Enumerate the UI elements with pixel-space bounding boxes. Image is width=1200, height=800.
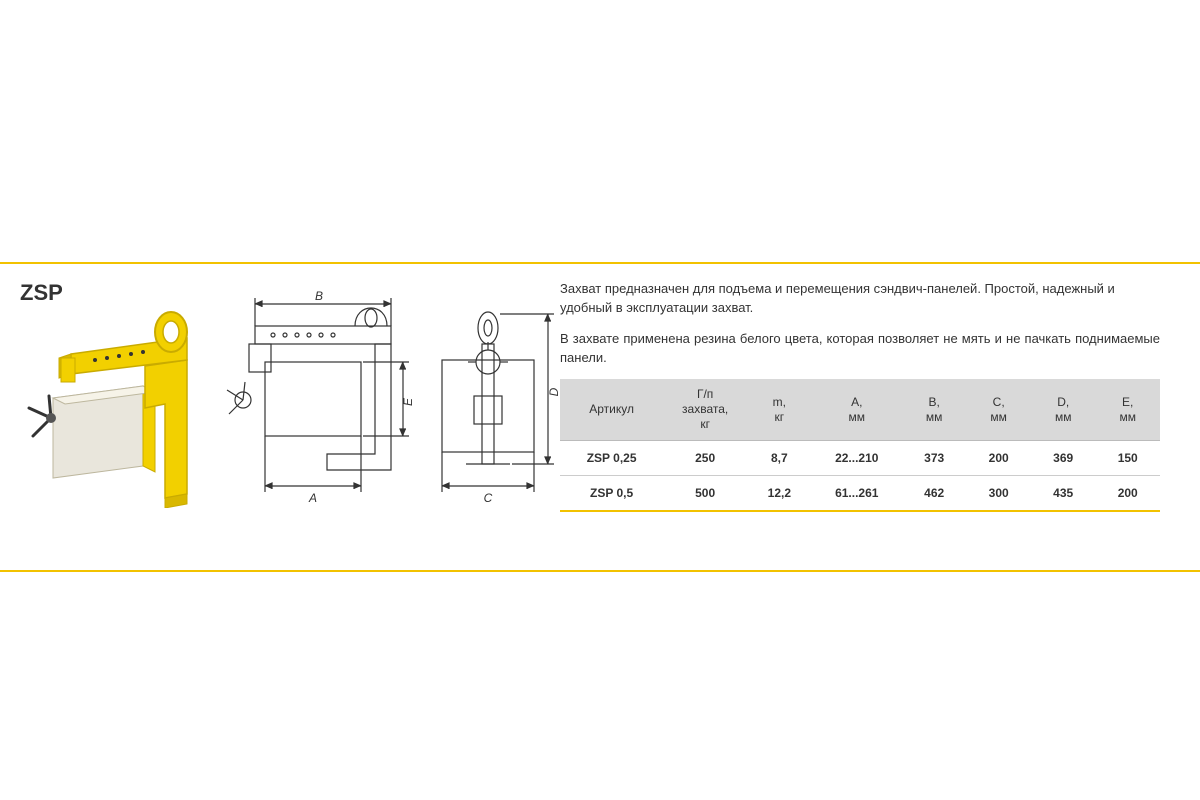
product-label: ZSP [20, 280, 63, 306]
dim-label-A: A [308, 491, 317, 505]
cell: 435 [1031, 476, 1096, 512]
table-row: ZSP 0,5 500 12,2 61...261 462 300 435 20… [560, 476, 1160, 512]
cell: 250 [663, 441, 747, 476]
cell: ZSP 0,25 [560, 441, 663, 476]
left-column: ZSP [0, 280, 560, 540]
spec-table: Артикул Г/пзахвата,кг m,кг A,мм B,мм C,м… [560, 379, 1160, 512]
cell: 373 [902, 441, 967, 476]
product-illustration [15, 308, 205, 508]
technical-drawing-side: C D [420, 304, 560, 514]
description-p1: Захват предназначен для подъема и переме… [560, 280, 1160, 318]
col-C: C,мм [966, 379, 1031, 441]
cell: 8,7 [747, 441, 812, 476]
cell: 150 [1095, 441, 1160, 476]
col-A: A,мм [812, 379, 902, 441]
description-p2: В захвате применена резина белого цвета,… [560, 330, 1160, 368]
table-header-row: Артикул Г/пзахвата,кг m,кг A,мм B,мм C,м… [560, 379, 1160, 441]
dim-label-D: D [547, 387, 560, 396]
col-B: B,мм [902, 379, 967, 441]
cell: 369 [1031, 441, 1096, 476]
cell: 200 [1095, 476, 1160, 512]
col-E: E,мм [1095, 379, 1160, 441]
right-column: Захват предназначен для подъема и переме… [560, 280, 1180, 540]
dim-label-C: C [484, 491, 493, 505]
col-art: Артикул [560, 379, 663, 441]
technical-drawing-front: B A E [215, 290, 415, 510]
cell: 200 [966, 441, 1031, 476]
cell: 462 [902, 476, 967, 512]
separator-bottom [0, 570, 1200, 572]
col-D: D,мм [1031, 379, 1096, 441]
dim-label-E: E [401, 397, 415, 406]
cell: 300 [966, 476, 1031, 512]
cell: ZSP 0,5 [560, 476, 663, 512]
table-row: ZSP 0,25 250 8,7 22...210 373 200 369 15… [560, 441, 1160, 476]
description-block: Захват предназначен для подъема и переме… [560, 280, 1160, 367]
col-cap: Г/пзахвата,кг [663, 379, 747, 441]
cell: 12,2 [747, 476, 812, 512]
cell: 22...210 [812, 441, 902, 476]
dim-label-B: B [315, 290, 323, 303]
cell: 61...261 [812, 476, 902, 512]
content-row: ZSP [0, 280, 1200, 540]
col-m: m,кг [747, 379, 812, 441]
cell: 500 [663, 476, 747, 512]
separator-top [0, 262, 1200, 264]
